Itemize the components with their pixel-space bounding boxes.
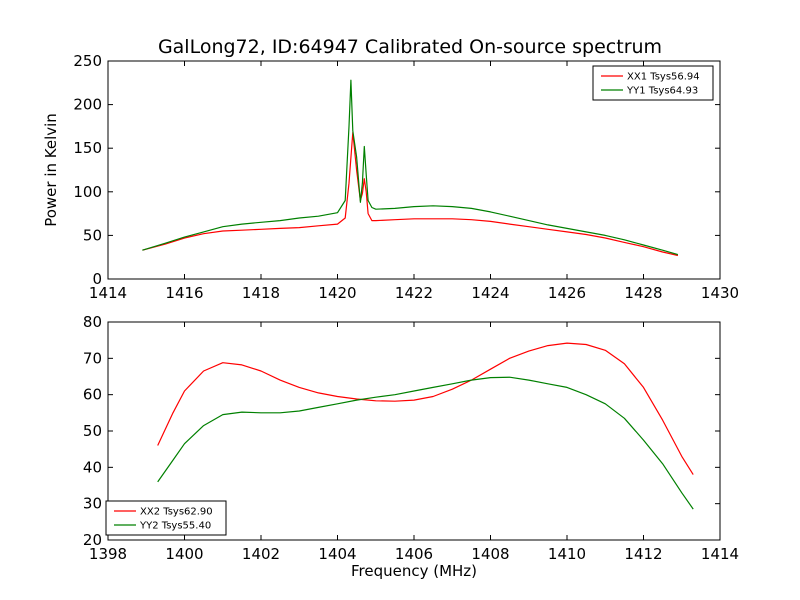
panel-2-y-tick-label: 60 [83,386,102,404]
panel-1-series-1-line [142,131,679,257]
panel-1-x-tick-label: 1422 [395,284,433,302]
panel-1-y-tick-label: 100 [73,183,102,201]
panel-1-x-tick-label: 1426 [548,284,586,302]
panel-1-y-tick-label: 150 [73,139,102,157]
panel-1-series-2-line [142,79,679,256]
panel-1-x-tick-label: 1430 [701,284,739,302]
panel-2-y-tick-label: 40 [83,458,102,476]
panel-2-y-tick-label: 50 [83,422,102,440]
panel-2-x-tick-label: 1412 [624,545,662,563]
panel-2-y-tick-label: 30 [83,495,102,513]
panel-2-x-tick-label: 1414 [701,545,739,563]
panel-2-x-tick-label: 1404 [318,545,356,563]
panel-1-legend-label: YY1 Tsys64.93 [626,86,698,97]
panel-2-legend-label: YY2 Tsys55.40 [139,521,211,532]
panel-1-legend-box [592,65,714,101]
panel-2-y-tick-label: 80 [83,313,102,331]
panel-2-legend-box [105,500,227,536]
panel-1-y-tick-label: 200 [73,96,102,114]
panel-2-x-tick-label: 1398 [89,545,127,563]
panel-1-x-tick-label: 1418 [242,284,280,302]
panel-2-series-1-line [157,342,694,475]
panel-1-x-tick-label: 1414 [89,284,127,302]
panel-1-legend-label: XX1 Tsys56.94 [627,72,700,83]
panel-1-y-tick-label: 0 [92,270,102,288]
panel-1-y-axis-label: Power in Kelvin [42,113,60,227]
panel-2-series-2-line [157,376,694,510]
panel-2-x-axis-label: Frequency (MHz) [351,562,477,580]
panel-1-x-tick-label: 1416 [165,284,203,302]
panel-2-x-tick-label: 1406 [395,545,433,563]
panel-2-y-tick-label: 70 [83,349,102,367]
panel-2-x-tick-label: 1402 [242,545,280,563]
panel-1-y-tick-label: 50 [83,226,102,244]
panel-2-legend-label: XX2 Tsys62.90 [140,507,213,518]
panel-2-x-tick-label: 1400 [165,545,203,563]
panel-2-x-tick-label: 1408 [471,545,509,563]
panel-2-y-tick-label: 20 [83,531,102,549]
panel-1-x-tick-label: 1424 [471,284,509,302]
figure-title: GalLong72, ID:64947 Calibrated On-source… [158,36,662,58]
panel-1-x-tick-label: 1420 [318,284,356,302]
panel-1-y-tick-label: 250 [73,52,102,70]
panel-1-x-tick-label: 1428 [624,284,662,302]
panel-2-x-tick-label: 1410 [548,545,586,563]
